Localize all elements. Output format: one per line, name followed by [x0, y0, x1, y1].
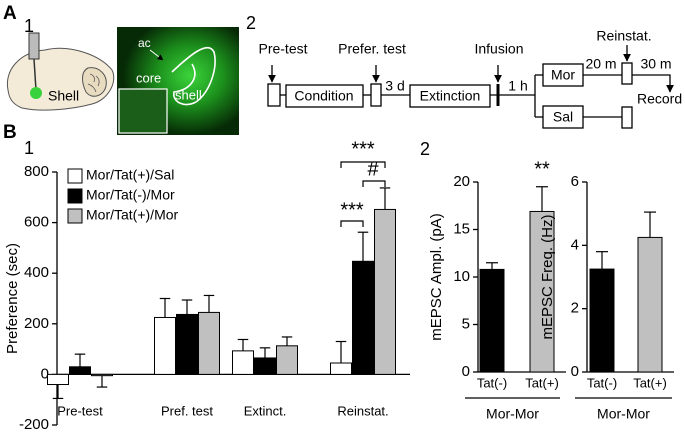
legend-swatch — [67, 188, 83, 204]
y-tick-label: 0 — [462, 363, 470, 380]
image-label: ac — [138, 36, 151, 50]
bar — [330, 362, 352, 375]
bracket — [362, 180, 386, 187]
y-tick-label: 0 — [571, 363, 579, 380]
bar — [91, 373, 113, 377]
y-tick-label: 6 — [571, 173, 579, 190]
brain-schematic: Shell — [6, 32, 115, 111]
x-tick-label: Extinct. — [244, 403, 287, 418]
y-tick-label: 4 — [571, 236, 579, 253]
x-tick-label: Tat(+) — [633, 375, 667, 390]
y-axis-label: mEPSC Freq. (Hz) — [539, 214, 556, 339]
legend-swatch — [67, 168, 83, 184]
micrograph: ac core shell — [117, 27, 239, 135]
bracket — [340, 220, 364, 227]
y-axis-label: mEPSC Ampl. (pA) — [428, 213, 445, 341]
y-tick-label: 0 — [41, 365, 49, 382]
bar — [529, 210, 555, 373]
event-label: Pre-test — [258, 41, 307, 57]
interval-label: 1 h — [508, 78, 527, 94]
event-label: Infusion — [474, 41, 523, 57]
bar — [154, 316, 176, 375]
legend-swatch — [67, 208, 83, 224]
region-label: Shell — [48, 88, 79, 104]
y-tick-label: 800 — [24, 163, 49, 180]
y-tick-label: 600 — [24, 214, 49, 231]
bar — [589, 268, 615, 373]
timeline — [267, 45, 674, 129]
panel-label: 2 — [420, 139, 430, 159]
event-label: Prefer. test — [338, 41, 406, 57]
y-tick-label: 5 — [462, 315, 470, 332]
bar — [276, 345, 298, 375]
panel-label: B — [3, 122, 17, 143]
y-tick-label: 20 — [453, 173, 470, 190]
legend-label: Mor/Tat(+)/Sal — [86, 167, 174, 183]
x-tick-label: Pre-test — [57, 403, 103, 418]
y-axis-label: Preference (sec) — [4, 243, 21, 354]
bar — [232, 350, 254, 375]
image-label: core — [136, 70, 161, 85]
event-label: Reinstat. — [596, 28, 651, 44]
panel-label: 1 — [24, 16, 34, 36]
y-tick-label: 15 — [453, 220, 470, 237]
x-tick-label: Tat(+) — [525, 375, 559, 390]
bar — [176, 313, 198, 375]
image-label: shell — [175, 87, 202, 102]
y-tick-label: 10 — [453, 268, 470, 285]
bar — [198, 311, 220, 375]
bar — [254, 357, 276, 375]
bar — [352, 260, 374, 375]
x-tick-label: Pref. test — [161, 403, 213, 418]
y-tick-label: -200 — [19, 416, 49, 433]
bar — [69, 366, 91, 375]
annotation: *** — [340, 199, 364, 221]
box-label: Extinction — [420, 88, 481, 104]
bracket — [340, 161, 386, 168]
legend-label: Mor/Tat(-)/Mor — [86, 187, 175, 203]
interval-label: 20 m — [585, 56, 616, 72]
group-label: Mor-Mor — [597, 406, 650, 422]
y-tick-label: 200 — [24, 315, 49, 332]
legend-label: Mor/Tat(+)/Mor — [86, 207, 179, 223]
interval-label: 3 d — [385, 78, 404, 94]
bar — [479, 268, 505, 373]
box-label: Mor — [551, 67, 575, 83]
bar — [47, 373, 69, 386]
bar — [637, 236, 663, 373]
annotation: *** — [351, 138, 375, 160]
annotation: # — [367, 158, 379, 180]
panel-label: 2 — [246, 13, 256, 33]
box-label: Sal — [553, 109, 573, 125]
x-tick-label: Reinstat. — [337, 403, 388, 418]
y-tick-label: 400 — [24, 264, 49, 281]
panel-label: 1 — [24, 138, 34, 158]
bar — [374, 208, 396, 375]
box-label: Condition — [294, 88, 353, 104]
x-tick-label: Tat(-) — [477, 375, 507, 390]
panel-label: A — [3, 3, 17, 24]
group-label: Mor-Mor — [486, 406, 539, 422]
interval-label: 30 m — [640, 56, 671, 72]
x-tick-label: Tat(-) — [587, 375, 617, 390]
y-tick-label: 2 — [571, 300, 579, 317]
annotation: ** — [534, 158, 550, 180]
end-label: Record — [637, 91, 682, 107]
